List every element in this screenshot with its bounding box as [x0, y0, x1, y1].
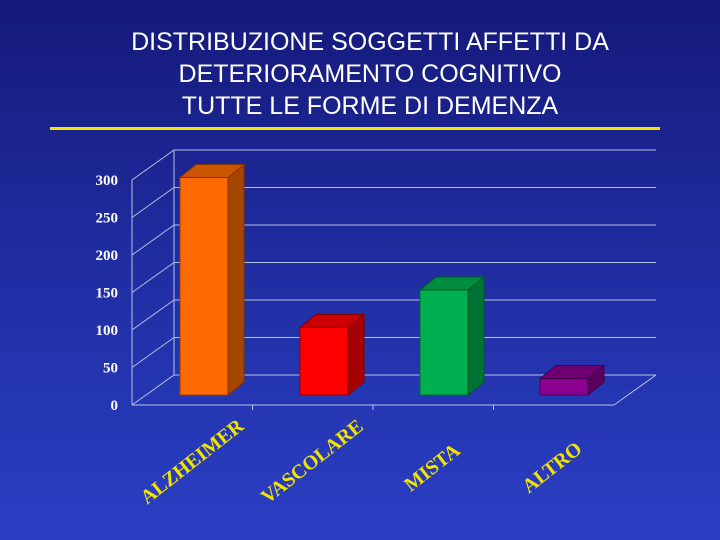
x-category-label: MISTA: [400, 439, 464, 496]
bar-side: [467, 275, 485, 397]
slide-title: DISTRIBUZIONE SOGGETTI AFFETTI DA DETERI…: [40, 26, 700, 122]
gridline-depth: [131, 224, 175, 256]
title-line-2: DETERIORAMENTO COGNITIVO: [178, 60, 562, 88]
gridline-depth: [131, 262, 175, 293]
x-category-label: ALTRO: [518, 438, 586, 498]
bar-front: [419, 289, 469, 396]
gridline-depth: [131, 337, 175, 368]
y-tick-label: 100: [96, 323, 119, 339]
y-tick-label: 150: [96, 286, 119, 302]
bar-top: [298, 314, 366, 328]
bar-side: [227, 163, 245, 397]
gridline-depth: [131, 187, 175, 218]
floor-edge: [613, 374, 657, 406]
bar-top: [418, 276, 486, 291]
bar-front: [299, 327, 349, 396]
title-divider: [50, 127, 660, 130]
bar-front: [179, 177, 229, 396]
title-line-3: TUTTE LE FORME DI DEMENZA: [181, 92, 559, 120]
y-tick-label: 250: [96, 211, 119, 227]
y-tick-label: 50: [103, 361, 118, 377]
bar-top: [178, 164, 246, 178]
y-tick-label: 0: [111, 398, 119, 414]
x-category-label: ALZHEIMER: [136, 414, 248, 508]
bar-top: [538, 365, 606, 379]
y-tick-label: 300: [96, 173, 119, 189]
y-tick-label: 200: [96, 248, 119, 264]
title-line-1: DISTRIBUZIONE SOGGETTI AFFETTI DA: [131, 28, 609, 56]
bar-side: [347, 313, 365, 397]
gridline-depth: [131, 299, 175, 331]
x-category-label: VASCOLARE: [257, 415, 367, 508]
bar-front: [539, 378, 589, 396]
gridline-depth: [131, 374, 175, 406]
gridline-depth: [131, 149, 175, 181]
